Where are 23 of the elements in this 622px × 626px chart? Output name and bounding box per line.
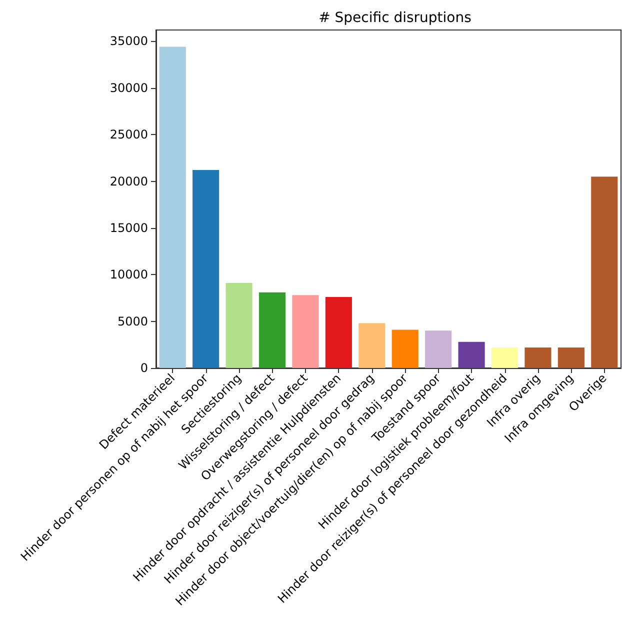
bar xyxy=(491,347,518,368)
y-tick-label: 5000 xyxy=(117,314,148,328)
y-tick-label: 10000 xyxy=(110,268,148,282)
bar xyxy=(458,342,485,368)
bar xyxy=(292,295,319,368)
bar xyxy=(325,297,352,368)
y-tick-label: 20000 xyxy=(110,174,148,188)
bar xyxy=(192,170,220,368)
chart-title: # Specific disruptions xyxy=(318,10,472,26)
bar xyxy=(524,347,552,368)
y-tick-label: 30000 xyxy=(110,80,148,95)
bar xyxy=(226,283,252,368)
bar xyxy=(392,330,418,368)
y-tick-label: 15000 xyxy=(110,220,148,235)
bar xyxy=(258,292,286,368)
bar xyxy=(358,323,386,368)
bar xyxy=(425,330,452,368)
y-tick-label: 25000 xyxy=(110,128,148,142)
y-tick-label: 0 xyxy=(140,361,148,375)
bar xyxy=(159,46,186,368)
y-tick-label: 35000 xyxy=(110,34,148,48)
bar xyxy=(558,347,584,368)
bar xyxy=(591,176,618,368)
